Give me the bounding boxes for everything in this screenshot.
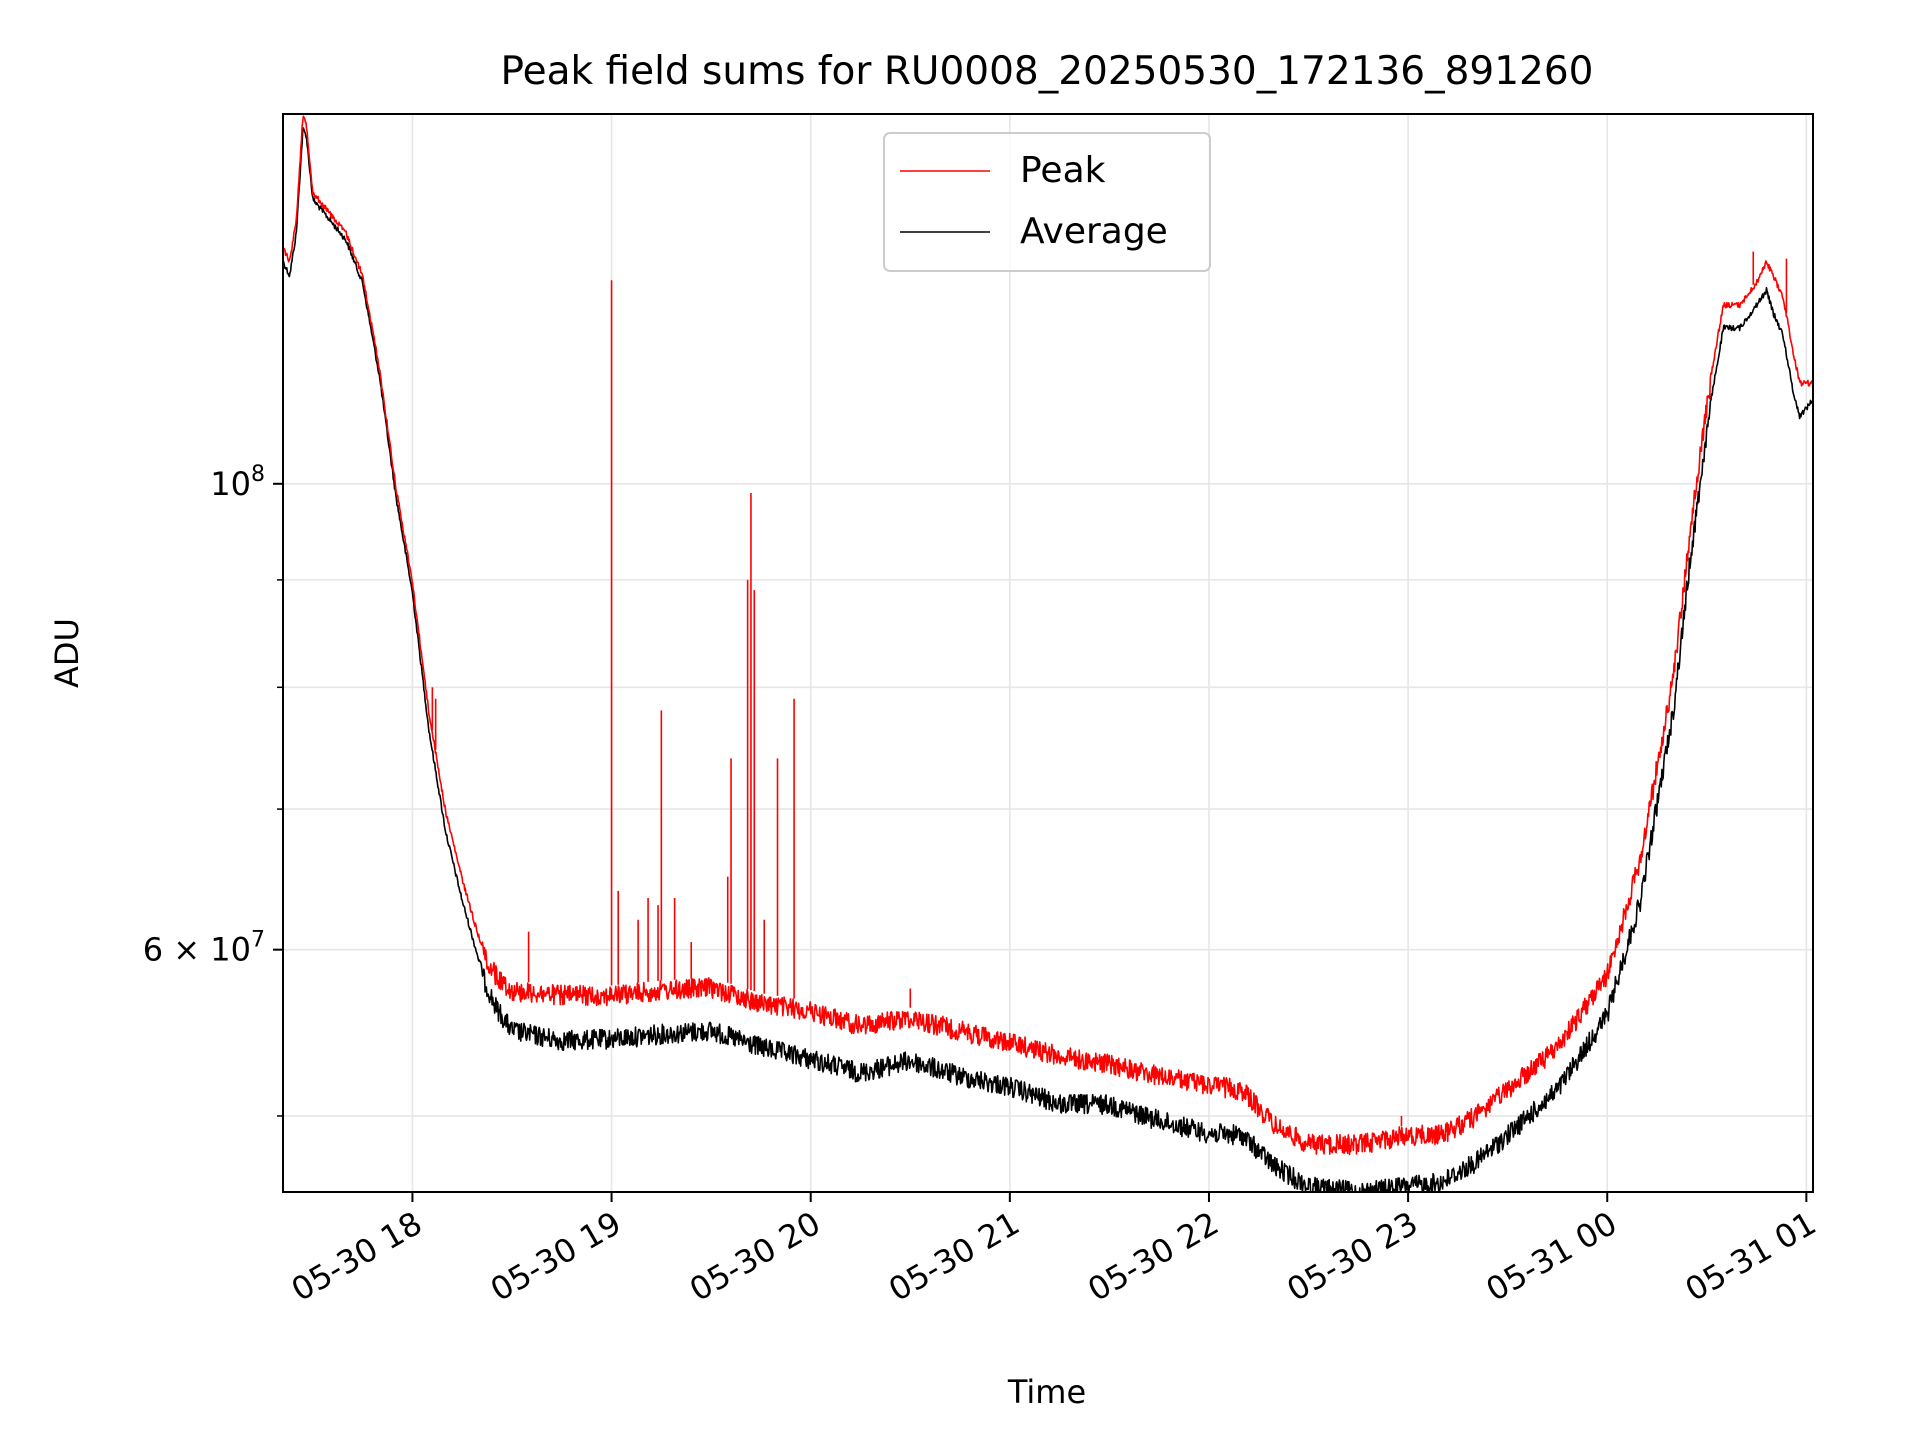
legend: Peak Average [883,132,1211,272]
y-tick-label: 6 × 107 [143,928,265,969]
y-axis: 108 6 × 107 [143,462,283,1117]
grid-lines [283,114,1813,1192]
legend-label-peak: Peak [1020,150,1106,191]
y-tick-label-base: 10 [210,465,251,503]
legend-box [883,132,1211,272]
y-tick-label-exponent: 7 [251,928,265,953]
y-tick-label-exponent: 8 [251,462,265,487]
series-line-average [283,127,1813,1192]
x-axis-label: Time [1007,1373,1086,1411]
plot-frame [282,113,1814,1193]
series-line-peak [283,115,1813,1156]
y-tick-label-base: 6 × 10 [143,931,251,969]
chart-title: Peak field sums for RU0008_20250530_1721… [501,49,1594,94]
plot-area [283,115,1813,1192]
y-axis-label: ADU [48,618,86,688]
legend-label-average: Average [1020,211,1168,252]
y-tick-label: 108 [210,462,265,503]
series-layer [283,115,1813,1192]
